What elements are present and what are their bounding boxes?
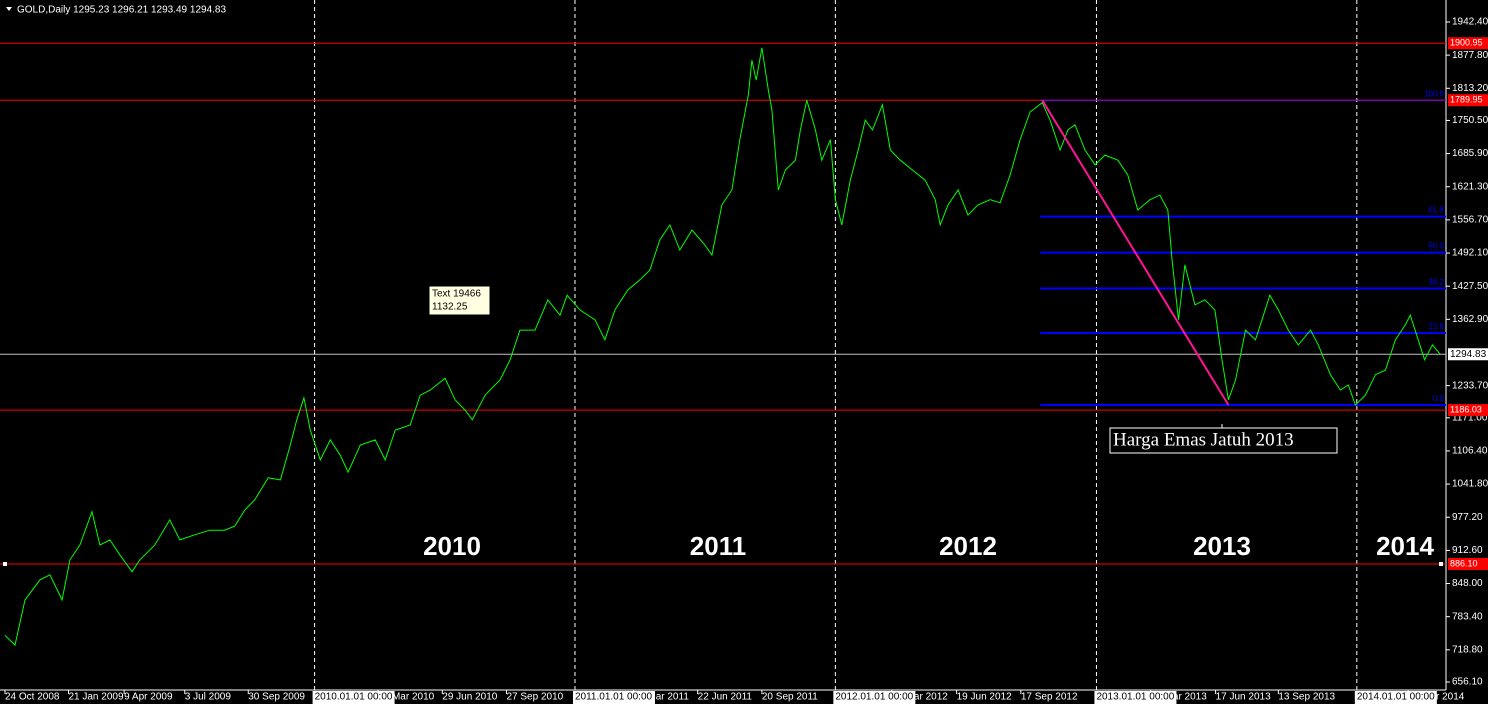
y-tick-label: 912.60 (1452, 545, 1483, 556)
x-tick-label: 22 Jun 2011 (698, 692, 753, 703)
level-handle (1439, 561, 1443, 566)
level-tag (1448, 557, 1488, 570)
label-text: Harga Emas Jatuh 2013 (1113, 429, 1294, 450)
menu-arrow[interactable] (6, 7, 12, 11)
period-label-box (1094, 691, 1177, 704)
y-tick-label: 1041.80 (1452, 479, 1488, 490)
x-tick-label: 19 Jun 2012 (957, 692, 1012, 703)
level-tag (1448, 94, 1488, 107)
x-tick-label: 24 Mar 2011 (633, 692, 689, 703)
y-tick-label: 1233.70 (1452, 380, 1488, 391)
label-box (1109, 427, 1338, 454)
period-label: 2011.01.01 00:00 (575, 692, 653, 703)
x-tick-label: 27 Sep 2010 (506, 692, 563, 703)
level-tag-label: 1900.95 (1450, 38, 1483, 48)
y-tick-label: 1621.30 (1452, 181, 1488, 192)
y-tick-label: 1556.70 (1452, 215, 1488, 226)
level-handle (3, 561, 7, 566)
x-tick-label: 17 Jun 2013 (1216, 692, 1271, 703)
year-annotation: 2012 (939, 531, 997, 561)
fib-label: 100.0 (1424, 89, 1445, 98)
tooltip-line: 1132.25 (432, 302, 468, 313)
fib-label: 23.6 (1428, 322, 1444, 331)
fib-label: 50.0 (1428, 242, 1444, 251)
year-annotation: 2010 (423, 531, 481, 561)
level-tag (1448, 37, 1488, 50)
y-tick-label: 718.80 (1452, 644, 1483, 655)
current-price-label: 1294.83 (1450, 349, 1487, 360)
y-tick-label: 1813.20 (1452, 83, 1488, 94)
period-label: 2012.01.01 00:00 (835, 692, 913, 703)
period-label-box (833, 691, 916, 704)
y-tick-label: 1942.40 (1452, 17, 1488, 28)
y-tick-label: 1685.90 (1452, 148, 1488, 159)
year-annotation: 2011 (690, 531, 746, 561)
year-annotation: 2013 (1193, 531, 1251, 561)
current-price-tag (1448, 348, 1488, 361)
y-tick-label: 977.20 (1452, 512, 1483, 523)
period-label: 2014.01.01 00:00 (1357, 692, 1435, 703)
x-tick-label: 9 Apr 2009 (124, 692, 173, 703)
x-tick-label: 29 Jun 2010 (442, 692, 497, 703)
period-label: 2010.01.01 00:00 (315, 692, 393, 703)
trendline (1041, 99, 1230, 406)
x-tick-label: 31 Mar 2010 (378, 692, 435, 703)
x-tick-label: 30 Sep 2009 (248, 692, 305, 703)
y-tick-label: 1106.40 (1452, 446, 1488, 457)
level-tag-label: 886.10 (1450, 558, 1478, 568)
tooltip-box (428, 285, 491, 316)
y-tick-label: 783.40 (1452, 611, 1483, 622)
x-tick-label: 13 Sep 2013 (1278, 692, 1335, 703)
fib-label: 38.2 (1428, 278, 1444, 287)
period-label-box (312, 691, 395, 704)
y-tick-label: 1362.90 (1452, 314, 1488, 325)
period-label: 2013.01.01 00:00 (1096, 692, 1174, 703)
x-tick-label: 18 Mar 2013 (1151, 692, 1208, 703)
y-tick-label: 1171.00 (1452, 412, 1488, 423)
x-tick-label: 3 Jul 2009 (185, 692, 232, 703)
level-tag (1448, 404, 1488, 417)
fib-label: 61.8 (1428, 206, 1444, 215)
y-tick-label: 1877.80 (1452, 50, 1488, 61)
fib-label: 0.0 (1433, 394, 1445, 403)
x-tick-label: 20 Sep 2011 (762, 692, 818, 703)
chart-title: GOLD,Daily 1295.23 1296.21 1293.49 1294.… (17, 5, 226, 16)
period-label-box (572, 691, 655, 704)
tooltip-line: Text 19466 (432, 289, 481, 300)
y-tick-label: 656.10 (1452, 677, 1483, 688)
price-line (4, 47, 1441, 647)
level-tag-label: 1789.95 (1450, 95, 1483, 105)
y-tick-label: 1750.50 (1452, 115, 1488, 126)
level-tag-label: 1186.03 (1450, 404, 1482, 414)
x-tick-label: 24 Oct 2008 (5, 692, 60, 703)
y-tick-label: 1427.50 (1452, 281, 1488, 292)
year-annotation: 2014 (1376, 531, 1434, 561)
x-tick-label: 20 Mar 2012 (892, 692, 949, 703)
x-tick-label: 21 Jan 2009 (68, 692, 123, 703)
y-tick-label: 1492.10 (1452, 248, 1488, 259)
y-tick-label: 848.00 (1452, 578, 1483, 589)
x-tick-label: 17 Sep 2012 (1021, 692, 1078, 703)
period-label-box (1354, 691, 1437, 704)
